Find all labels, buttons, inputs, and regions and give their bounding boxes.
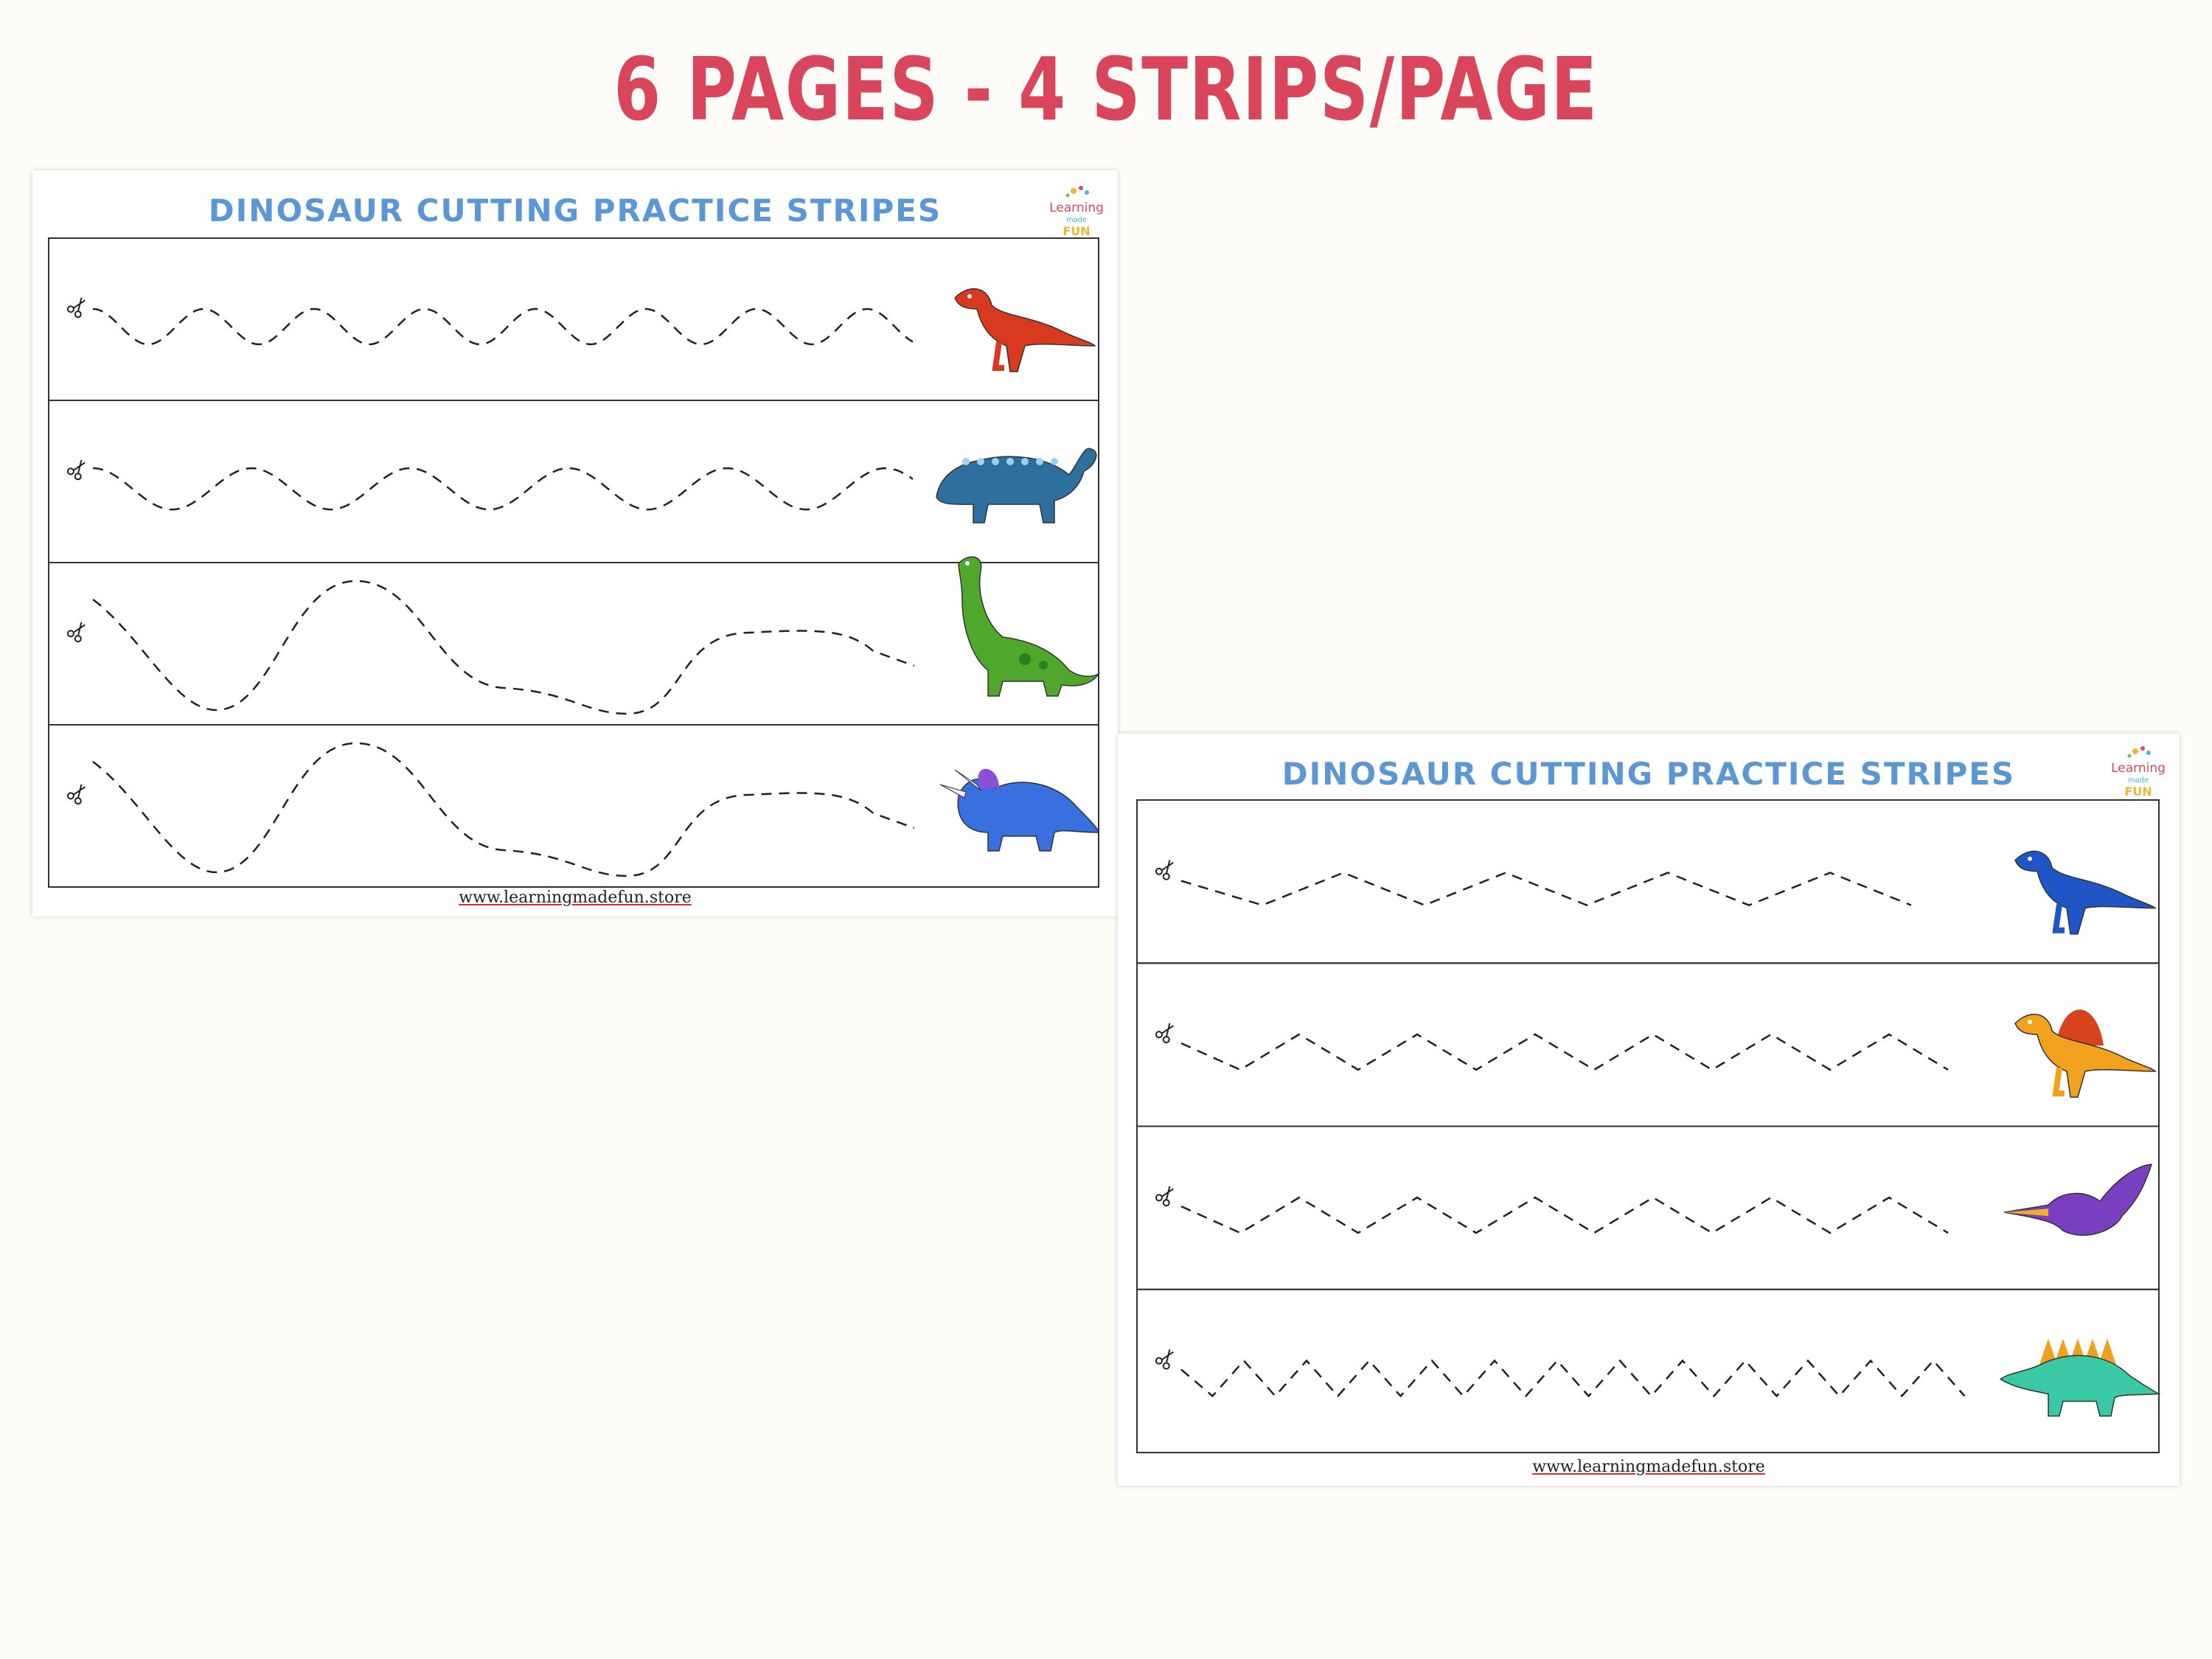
pterodactyl-icon: [2003, 1164, 2153, 1237]
t-rex-icon: [2014, 850, 2157, 935]
scissors-icon: [1155, 1186, 1174, 1207]
dashed-cut-line: [92, 467, 914, 511]
ankylosaurus-icon: [936, 448, 1097, 524]
dashed-cut-line: [92, 307, 914, 346]
raptor-icon: [954, 288, 1096, 372]
strip-area: [48, 237, 1101, 888]
svg-text:made: made: [1066, 216, 1087, 224]
worksheet-page-1: DINOSAUR CUTTING PRACTICE STRIPES Learni…: [32, 170, 1118, 917]
brachiosaurus-icon: [958, 556, 1101, 697]
worksheet-title: DINOSAUR CUTTING PRACTICE STRIPES: [1281, 756, 2016, 792]
strip-area: [1136, 799, 2161, 1453]
cutting-strip: [1136, 799, 2160, 964]
stegosaurus-icon: [1999, 1338, 2161, 1417]
cutting-strip: [1136, 1125, 2160, 1290]
scissors-icon: [66, 297, 86, 319]
cutting-strip: [48, 400, 1099, 563]
spinosaurus-icon: [2014, 1009, 2157, 1098]
dashed-cut-line: [1180, 1033, 1949, 1071]
svg-text:made: made: [2128, 776, 2149, 785]
page-headline: 6 PAGES - 4 STRIPS/PAGE: [613, 38, 1599, 140]
svg-text:Learning: Learning: [2111, 761, 2166, 776]
triceratops-icon: [939, 768, 1099, 852]
scissors-icon: [1155, 860, 1174, 880]
worksheet-page-2: DINOSAUR CUTTING PRACTICE STRIPES Learni…: [1118, 734, 2180, 1486]
svg-text:Learning: Learning: [1049, 201, 1104, 215]
cutting-strip: [48, 556, 1101, 726]
learning-made-fun-logo: Learning made FUN: [2111, 746, 2166, 799]
scissors-icon: [1155, 1349, 1174, 1370]
cutting-strip: [1136, 1288, 2161, 1453]
dashed-cut-line: [92, 580, 915, 715]
dashed-cut-line: [1180, 1359, 1966, 1398]
svg-text:FUN: FUN: [1062, 224, 1090, 238]
scissors-icon: [66, 784, 86, 805]
website-footer: www.learningmadefun.store: [1532, 1458, 1765, 1476]
worksheet-title: DINOSAUR CUTTING PRACTICE STRIPES: [208, 192, 942, 229]
cutting-strip: [48, 724, 1099, 888]
dashed-cut-line: [1180, 1196, 1949, 1234]
scissors-icon: [1155, 1023, 1174, 1043]
scissors-icon: [66, 622, 86, 643]
website-footer: www.learningmadefun.store: [459, 888, 692, 907]
cutting-strip: [48, 237, 1099, 401]
dashed-cut-line: [1180, 872, 1912, 906]
svg-text:FUN: FUN: [2124, 785, 2152, 799]
dashed-cut-line: [92, 742, 915, 877]
learning-made-fun-logo: Learning made FUN: [1049, 186, 1104, 238]
cutting-strip: [1136, 962, 2160, 1127]
scissors-icon: [66, 459, 86, 481]
